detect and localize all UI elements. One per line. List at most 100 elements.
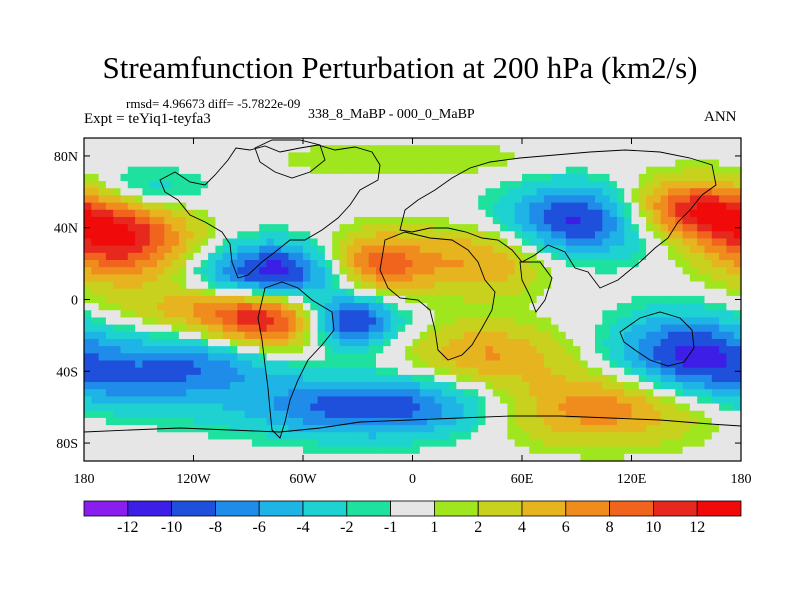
field-cell bbox=[346, 453, 355, 462]
field-cell bbox=[624, 274, 633, 283]
field-cell bbox=[324, 267, 333, 275]
field-cell bbox=[91, 425, 100, 433]
field-cell bbox=[303, 145, 311, 153]
field-cell bbox=[237, 367, 246, 376]
field-cell bbox=[485, 238, 494, 247]
field-cell bbox=[142, 295, 151, 304]
field-cell bbox=[186, 453, 195, 462]
field-cell bbox=[704, 295, 713, 304]
field-cell bbox=[456, 138, 465, 146]
field-cell bbox=[339, 324, 348, 333]
field-cell bbox=[237, 346, 246, 354]
field-cell bbox=[412, 216, 421, 225]
field-cell bbox=[470, 209, 479, 218]
field-cell bbox=[543, 417, 552, 426]
field-cell bbox=[463, 224, 472, 232]
field-cell bbox=[127, 159, 136, 168]
field-cell bbox=[135, 260, 143, 268]
field-cell bbox=[434, 324, 443, 333]
field-cell bbox=[580, 396, 589, 405]
field-cell bbox=[551, 360, 560, 369]
field-cell bbox=[230, 138, 238, 146]
field-cell bbox=[609, 317, 618, 326]
field-cell bbox=[543, 382, 552, 390]
field-cell bbox=[536, 195, 545, 204]
field-cell bbox=[543, 324, 552, 333]
field-cell bbox=[638, 209, 647, 218]
field-cell bbox=[412, 274, 421, 283]
field-cell bbox=[171, 360, 180, 369]
field-cell bbox=[565, 173, 574, 182]
field-cell bbox=[449, 374, 457, 383]
field-cell bbox=[507, 360, 516, 369]
field-cell bbox=[193, 202, 202, 211]
field-cell bbox=[565, 360, 574, 369]
field-cell bbox=[419, 360, 428, 369]
field-cell bbox=[332, 389, 341, 397]
field-cell bbox=[733, 425, 742, 433]
field-cell bbox=[616, 138, 625, 146]
field-cell bbox=[660, 188, 669, 197]
field-cell bbox=[273, 446, 282, 455]
field-cell bbox=[142, 281, 151, 290]
field-cell bbox=[113, 331, 122, 340]
field-cell bbox=[478, 295, 487, 304]
field-cell bbox=[149, 367, 158, 376]
field-cell bbox=[653, 303, 662, 311]
field-cell bbox=[259, 417, 268, 426]
field-cell bbox=[711, 338, 720, 347]
field-cell bbox=[646, 209, 654, 218]
field-cell bbox=[689, 267, 698, 275]
field-cell bbox=[602, 310, 611, 319]
field-cell bbox=[368, 382, 377, 390]
field-cell bbox=[485, 288, 494, 297]
field-cell bbox=[427, 281, 435, 290]
field-cell bbox=[609, 446, 618, 455]
field-cell bbox=[310, 195, 319, 204]
field-cell bbox=[434, 138, 443, 146]
field-cell bbox=[624, 425, 633, 433]
field-cell bbox=[230, 403, 238, 412]
field-cell bbox=[346, 188, 355, 197]
field-cell bbox=[215, 317, 224, 326]
field-cell bbox=[463, 310, 472, 319]
field-cell bbox=[178, 274, 187, 283]
field-cell bbox=[719, 317, 727, 326]
field-cell bbox=[295, 396, 304, 405]
field-cell bbox=[551, 145, 560, 153]
field-cell bbox=[668, 446, 676, 455]
field-cell bbox=[463, 360, 472, 369]
field-cell bbox=[208, 382, 216, 390]
field-cell bbox=[427, 331, 435, 340]
field-cell bbox=[412, 138, 421, 146]
field-cell bbox=[135, 417, 143, 426]
field-cell bbox=[244, 360, 253, 369]
field-cell bbox=[346, 274, 355, 283]
field-cell bbox=[514, 453, 523, 462]
field-cell bbox=[653, 360, 662, 369]
field-cell bbox=[726, 195, 735, 204]
field-cell bbox=[397, 260, 406, 268]
field-cell bbox=[244, 231, 253, 240]
field-cell bbox=[500, 410, 508, 419]
field-cell bbox=[711, 367, 720, 376]
field-cell bbox=[529, 331, 538, 340]
field-cell bbox=[609, 324, 618, 333]
field-cell bbox=[390, 288, 399, 297]
field-cell bbox=[470, 245, 479, 254]
field-cell bbox=[251, 410, 260, 419]
field-cell bbox=[514, 224, 523, 232]
field-cell bbox=[719, 260, 727, 268]
field-cell bbox=[478, 417, 487, 426]
field-cell bbox=[324, 209, 333, 218]
field-cell bbox=[609, 310, 618, 319]
field-cell bbox=[251, 260, 260, 268]
field-cell bbox=[500, 173, 508, 182]
field-cell bbox=[719, 181, 727, 189]
field-cell bbox=[492, 360, 501, 369]
field-cell bbox=[230, 338, 238, 347]
field-cell bbox=[273, 224, 282, 232]
field-cell bbox=[653, 209, 662, 218]
field-cell bbox=[500, 317, 508, 326]
field-cell bbox=[230, 396, 238, 405]
